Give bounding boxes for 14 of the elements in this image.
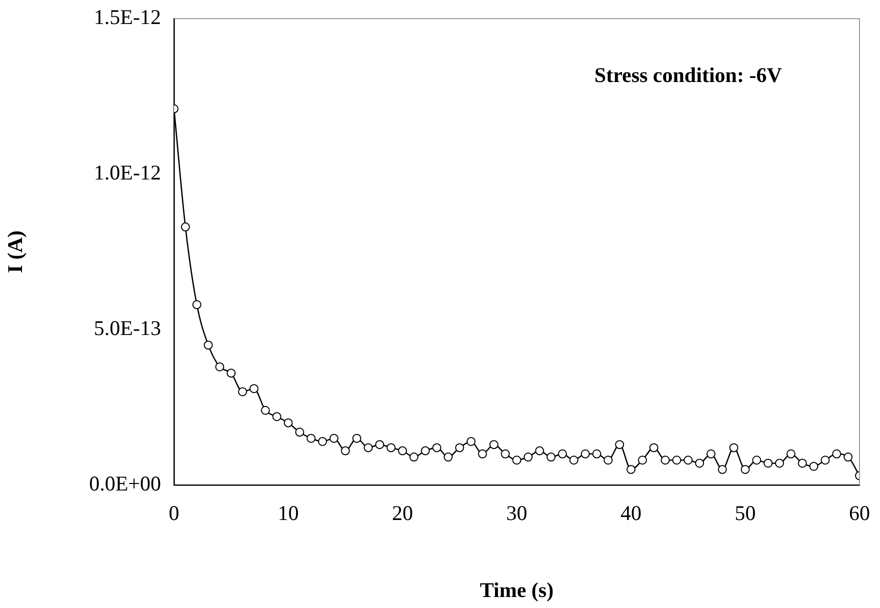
y-tick-label: 1.5E-12 (94, 5, 161, 30)
x-tick-label: 50 (734, 501, 756, 526)
y-tick-label: 0.0E+00 (89, 472, 161, 496)
x-tick-label: 40 (620, 501, 642, 526)
x-tick-label: 60 (849, 501, 870, 526)
x-axis-title: Time (s) (480, 578, 554, 602)
y-axis-title: I (A) (3, 230, 28, 274)
x-tick-label: 0 (168, 501, 180, 526)
x-tick-label: 10 (278, 501, 299, 526)
y-tick-label: 1.0E-12 (94, 160, 161, 185)
x-tick-label: 20 (392, 501, 413, 526)
x-tick-label: 30 (506, 501, 528, 526)
y-tick-label: 5.0E-13 (94, 316, 161, 340)
annotation: Stress condition: -6V (594, 63, 782, 88)
